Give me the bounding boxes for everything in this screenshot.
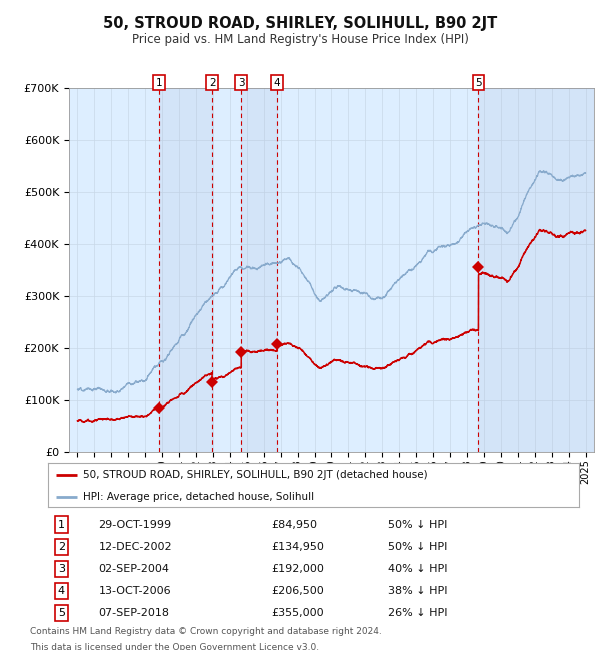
Text: 2: 2	[209, 78, 215, 88]
Text: 40% ↓ HPI: 40% ↓ HPI	[388, 564, 448, 574]
Text: 4: 4	[274, 78, 280, 88]
Text: £206,500: £206,500	[271, 586, 324, 596]
Text: 50% ↓ HPI: 50% ↓ HPI	[388, 541, 447, 552]
Bar	[241, 88, 277, 452]
Text: 29-OCT-1999: 29-OCT-1999	[98, 519, 172, 530]
Text: Contains HM Land Registry data © Crown copyright and database right 2024.: Contains HM Land Registry data © Crown c…	[30, 627, 382, 636]
Text: 07-SEP-2018: 07-SEP-2018	[98, 608, 169, 618]
Text: 3: 3	[238, 78, 245, 88]
Text: £355,000: £355,000	[271, 608, 323, 618]
Text: 38% ↓ HPI: 38% ↓ HPI	[388, 586, 448, 596]
Text: 3: 3	[58, 564, 65, 574]
Text: 13-OCT-2006: 13-OCT-2006	[98, 586, 171, 596]
Text: 2: 2	[58, 541, 65, 552]
Bar	[159, 88, 212, 452]
Text: 02-SEP-2004: 02-SEP-2004	[98, 564, 169, 574]
Text: 50% ↓ HPI: 50% ↓ HPI	[388, 519, 447, 530]
Text: This data is licensed under the Open Government Licence v3.0.: This data is licensed under the Open Gov…	[30, 644, 319, 650]
Text: 26% ↓ HPI: 26% ↓ HPI	[388, 608, 448, 618]
Text: 5: 5	[58, 608, 65, 618]
Text: 4: 4	[58, 586, 65, 596]
Text: 50, STROUD ROAD, SHIRLEY, SOLIHULL, B90 2JT: 50, STROUD ROAD, SHIRLEY, SOLIHULL, B90 …	[103, 16, 497, 31]
Text: £192,000: £192,000	[271, 564, 324, 574]
Text: £134,950: £134,950	[271, 541, 324, 552]
Text: 1: 1	[156, 78, 163, 88]
Text: 12-DEC-2002: 12-DEC-2002	[98, 541, 172, 552]
Text: £84,950: £84,950	[271, 519, 317, 530]
Text: HPI: Average price, detached house, Solihull: HPI: Average price, detached house, Soli…	[83, 492, 314, 502]
Text: 1: 1	[58, 519, 65, 530]
Text: 50, STROUD ROAD, SHIRLEY, SOLIHULL, B90 2JT (detached house): 50, STROUD ROAD, SHIRLEY, SOLIHULL, B90 …	[83, 470, 427, 480]
Text: Price paid vs. HM Land Registry's House Price Index (HPI): Price paid vs. HM Land Registry's House …	[131, 32, 469, 46]
Bar	[478, 88, 594, 452]
Text: 5: 5	[475, 78, 482, 88]
